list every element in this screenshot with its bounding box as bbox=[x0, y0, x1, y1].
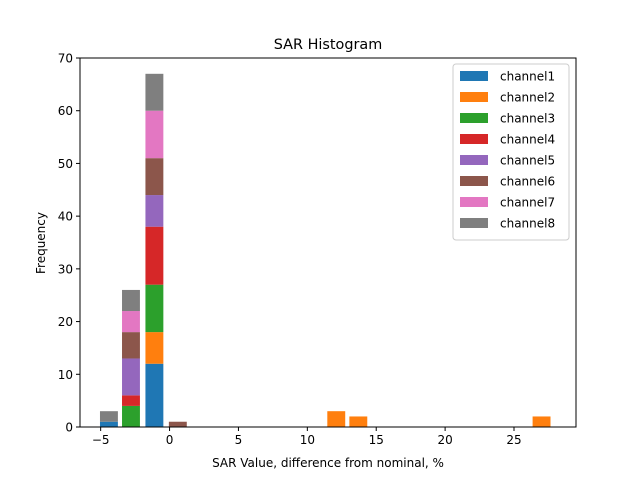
bar-channel6-bin-2 bbox=[145, 158, 164, 196]
legend-label-channel6: channel6 bbox=[500, 175, 555, 189]
x-tick-label: −5 bbox=[92, 433, 110, 447]
x-axis-label: SAR Value, difference from nominal, % bbox=[212, 456, 444, 470]
x-tick-label: 10 bbox=[300, 433, 315, 447]
legend-label-channel5: channel5 bbox=[500, 154, 555, 168]
bars-layer bbox=[99, 73, 551, 427]
legend-swatch-channel4 bbox=[460, 134, 488, 144]
bar-channel7-bin-2 bbox=[145, 110, 164, 159]
y-tick-label: 20 bbox=[58, 315, 73, 329]
y-axis: 0 10 20 30 40 50 60 70 bbox=[58, 52, 80, 435]
x-axis: −5 0 5 10 15 20 25 bbox=[92, 427, 522, 447]
bar-channel2-bin-4 bbox=[327, 411, 346, 427]
legend: channel1 channel2 channel3 channel4 channel5… bbox=[452, 63, 570, 241]
legend-swatch-channel5 bbox=[460, 155, 488, 165]
legend-label-channel7: channel7 bbox=[500, 196, 555, 210]
x-tick-label: 25 bbox=[506, 433, 521, 447]
bar-channel5-bin-2 bbox=[145, 195, 164, 227]
bar-channel4-bin-2 bbox=[145, 226, 164, 285]
bar-channel8-bin-2 bbox=[145, 73, 164, 111]
legend-label-channel2: channel2 bbox=[500, 91, 555, 105]
y-axis-label: Frequency bbox=[34, 212, 48, 274]
bar-channel1-bin-0 bbox=[99, 421, 118, 427]
x-tick-label: 20 bbox=[437, 433, 452, 447]
bar-channel3-bin-1 bbox=[122, 405, 140, 427]
legend-swatch-channel1 bbox=[460, 71, 488, 81]
legend-label-channel8: channel8 bbox=[500, 217, 555, 231]
plot-frame bbox=[79, 57, 577, 428]
bar-channel6-bin-3 bbox=[168, 421, 187, 427]
legend-label-channel1: channel1 bbox=[500, 70, 555, 84]
legend-box bbox=[452, 63, 570, 241]
bar-channel8-bin-0 bbox=[99, 411, 118, 422]
x-tick-label: 5 bbox=[235, 433, 243, 447]
legend-label-channel3: channel3 bbox=[500, 112, 555, 126]
y-tick-label: 40 bbox=[58, 210, 73, 224]
bar-channel2-bin-6 bbox=[532, 416, 551, 427]
y-tick-label: 0 bbox=[65, 421, 73, 435]
y-tick-label: 70 bbox=[58, 52, 73, 66]
bar-channel7-bin-1 bbox=[122, 311, 140, 333]
x-tick-label: 0 bbox=[166, 433, 174, 447]
legend-swatch-channel2 bbox=[460, 92, 488, 102]
y-tick-label: 50 bbox=[58, 157, 73, 171]
y-tick-label: 60 bbox=[58, 104, 73, 118]
y-tick-label: 10 bbox=[58, 368, 73, 382]
bar-channel5-bin-1 bbox=[122, 358, 140, 396]
x-tick-label: 15 bbox=[369, 433, 384, 447]
y-tick-label: 30 bbox=[58, 262, 73, 276]
legend-swatch-channel6 bbox=[460, 176, 488, 186]
legend-swatch-channel7 bbox=[460, 197, 488, 207]
legend-swatch-channel3 bbox=[460, 113, 488, 123]
bar-channel2-bin-5 bbox=[349, 416, 368, 427]
legend-label-channel4: channel4 bbox=[500, 133, 555, 147]
bar-channel1-bin-2 bbox=[145, 363, 164, 427]
legend-swatch-channel8 bbox=[460, 218, 488, 228]
bar-channel6-bin-1 bbox=[122, 332, 140, 359]
bar-channel3-bin-2 bbox=[145, 284, 164, 333]
bar-channel8-bin-1 bbox=[122, 289, 140, 312]
bar-channel2-bin-2 bbox=[145, 332, 164, 364]
chart-title: SAR Histogram bbox=[274, 37, 382, 53]
bar-channel4-bin-1 bbox=[122, 395, 140, 406]
